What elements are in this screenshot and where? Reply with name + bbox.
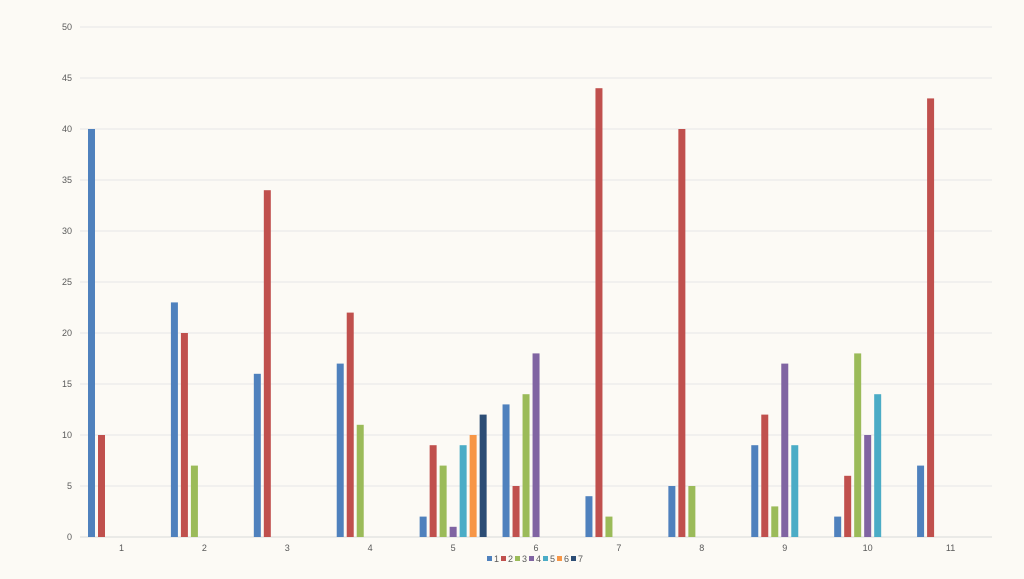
bar-series-5-category-10 — [874, 394, 882, 537]
bar-series-1-category-1 — [88, 129, 95, 537]
bar-series-1-category-3 — [253, 373, 261, 537]
y-tick-label: 35 — [62, 175, 72, 185]
legend-label-6: 6 — [564, 554, 569, 564]
bar-series-2-category-1 — [98, 435, 105, 537]
bar-series-1-category-6 — [502, 404, 510, 537]
bar-series-3-category-9 — [771, 506, 779, 537]
x-tick-label: 5 — [451, 543, 456, 553]
legend-label-2: 2 — [508, 554, 513, 564]
bar-series-2-category-9 — [761, 414, 769, 537]
bar-series-1-category-4 — [336, 363, 344, 537]
bar-series-2-category-3 — [263, 190, 271, 537]
x-tick-label: 2 — [202, 543, 207, 553]
bar-series-2-category-10 — [844, 475, 852, 537]
bar-series-2-category-6 — [512, 486, 520, 537]
x-tick-label: 9 — [782, 543, 787, 553]
bar-series-5-category-5 — [459, 445, 467, 537]
y-tick-label: 0 — [67, 532, 72, 542]
y-tick-label: 40 — [62, 124, 72, 134]
bar-series-1-category-10 — [834, 516, 842, 537]
legend-label-3: 3 — [522, 554, 527, 564]
bar-series-4-category-5 — [449, 526, 457, 537]
bar-series-3-category-2 — [190, 465, 198, 537]
y-tick-label: 5 — [67, 481, 72, 491]
bar-series-2-category-5 — [429, 445, 437, 537]
legend-label-7: 7 — [578, 554, 583, 564]
x-tick-label: 4 — [368, 543, 373, 553]
bar-series-2-category-8 — [678, 129, 686, 537]
legend-swatch-6 — [557, 556, 562, 561]
bar-series-4-category-6 — [532, 353, 540, 537]
bar-series-3-category-5 — [439, 465, 447, 537]
legend-swatch-5 — [543, 556, 548, 561]
bars — [88, 88, 935, 538]
x-tick-label: 3 — [285, 543, 290, 553]
legend-swatch-7 — [571, 556, 576, 561]
bar-series-6-category-5 — [469, 435, 477, 537]
legend-label-5: 5 — [550, 554, 555, 564]
y-tick-label: 50 — [62, 22, 72, 32]
bar-series-3-category-10 — [854, 353, 862, 537]
y-tick-label: 10 — [62, 430, 72, 440]
bar-series-4-category-10 — [864, 435, 872, 537]
bar-series-4-category-9 — [781, 363, 789, 537]
bar-series-2-category-11 — [927, 98, 935, 538]
bar-series-1-category-7 — [585, 496, 593, 537]
x-tick-label: 11 — [946, 543, 955, 553]
bar-series-3-category-6 — [522, 394, 530, 537]
bar-series-5-category-9 — [791, 445, 799, 537]
legend-swatch-3 — [515, 556, 520, 561]
x-tick-label: 1 — [119, 543, 124, 553]
y-tick-label: 20 — [62, 328, 72, 338]
bar-series-1-category-9 — [751, 445, 759, 537]
legend-label-4: 4 — [536, 554, 541, 564]
y-tick-label: 45 — [62, 73, 72, 83]
legend-label-1: 1 — [494, 554, 499, 564]
bar-series-2-category-7 — [595, 88, 603, 537]
x-tick-label: 8 — [699, 543, 704, 553]
gridlines — [80, 26, 992, 538]
legend-swatch-4 — [529, 556, 534, 561]
x-tick-label: 10 — [863, 543, 873, 553]
legend-swatch-2 — [501, 556, 506, 561]
bar-series-3-category-4 — [356, 424, 364, 537]
y-tick-label: 30 — [62, 226, 72, 236]
bar-series-2-category-4 — [346, 312, 354, 537]
x-tick-label: 6 — [533, 543, 538, 553]
bar-series-1-category-8 — [668, 486, 676, 537]
y-tick-label: 15 — [62, 379, 72, 389]
bar-series-1-category-5 — [419, 516, 427, 537]
bar-series-2-category-2 — [180, 333, 188, 537]
bar-series-1-category-2 — [170, 302, 178, 537]
x-tick-label: 7 — [616, 543, 621, 553]
legend-swatch-1 — [487, 556, 492, 561]
bar-series-7-category-5 — [479, 414, 487, 537]
bar-series-3-category-8 — [688, 486, 696, 537]
bar-series-1-category-11 — [917, 465, 925, 537]
x-axis-tick-labels: 1 2 3 4 5 6 7 8 9 10 11 — [119, 543, 955, 553]
bar-series-3-category-7 — [605, 516, 613, 537]
y-axis-tick-labels: 0 5 10 15 20 25 30 35 40 45 50 — [62, 22, 72, 542]
y-tick-label: 25 — [62, 277, 72, 287]
